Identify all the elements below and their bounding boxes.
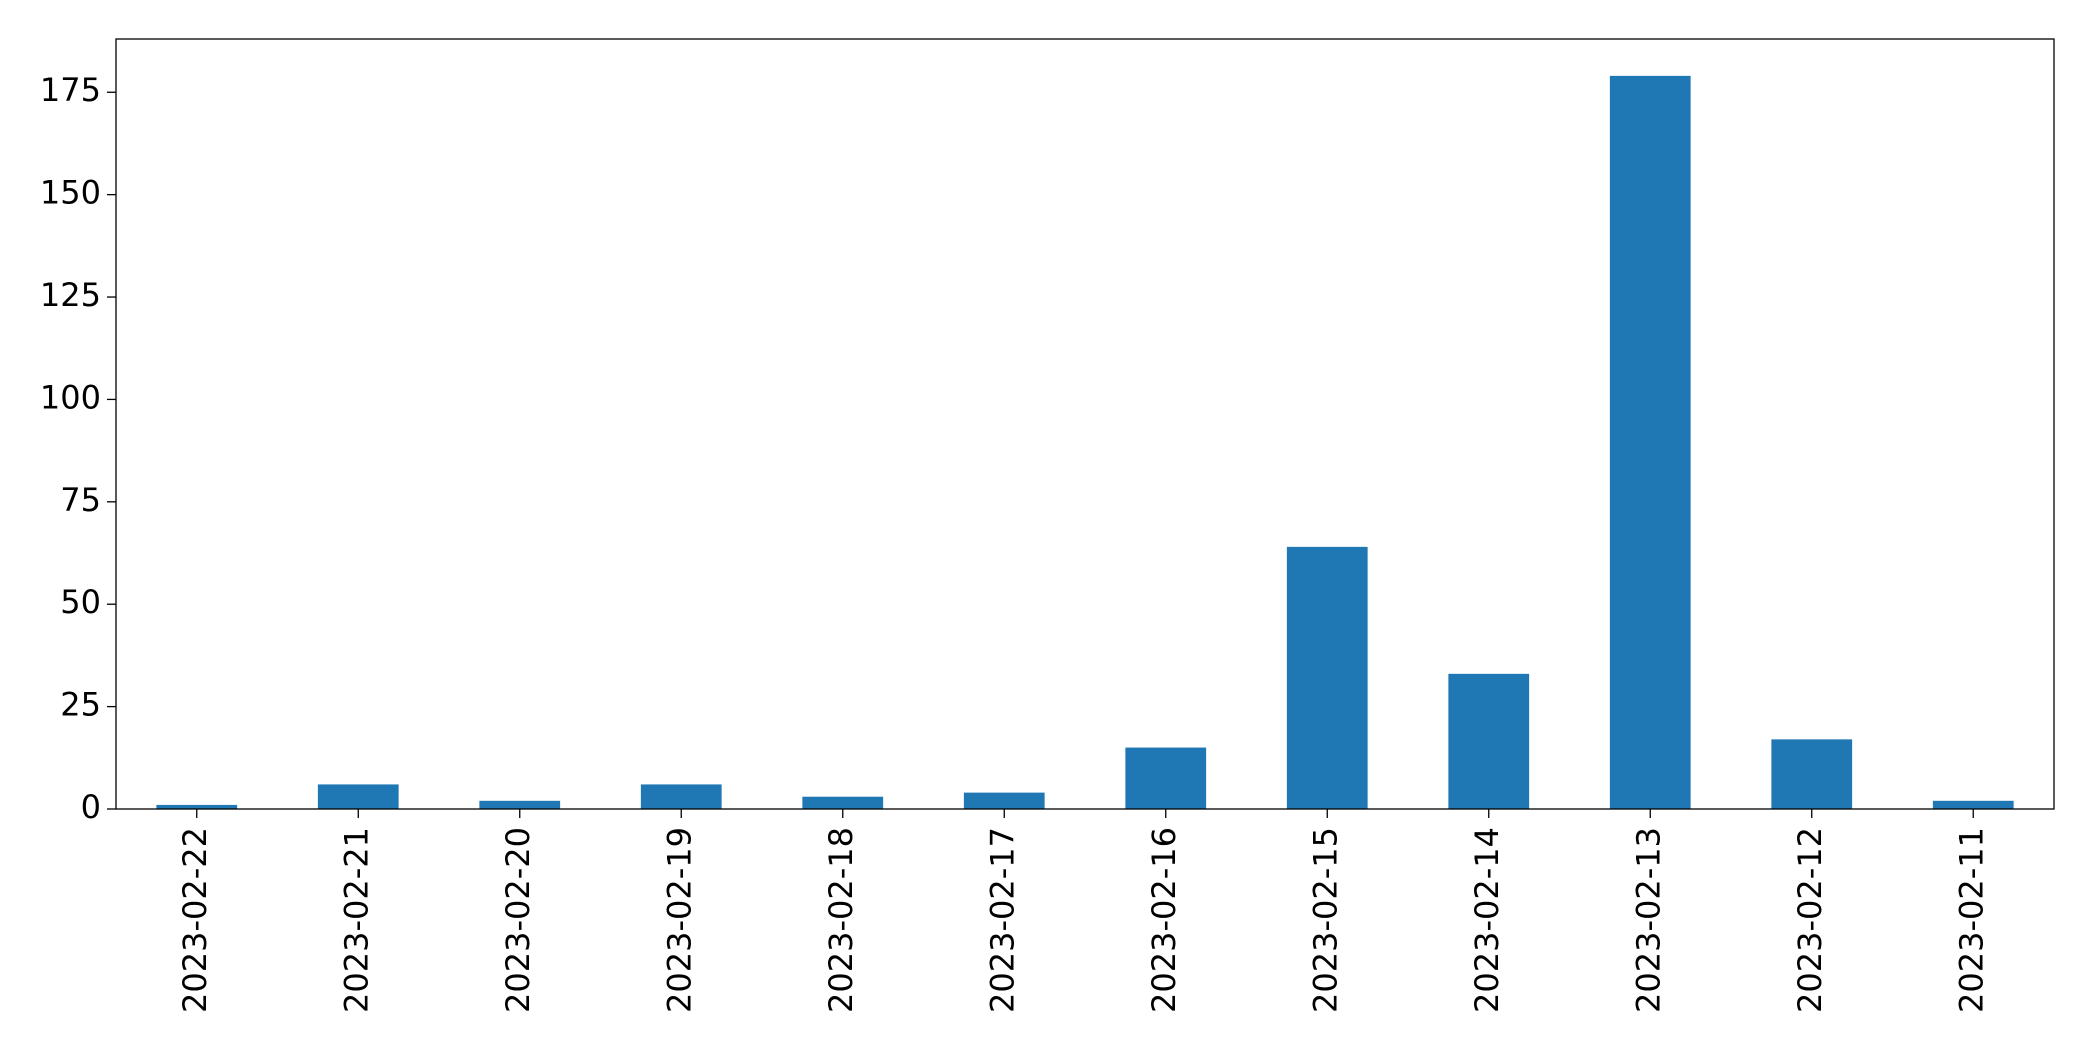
bar [1932, 800, 2014, 809]
bar [1125, 747, 1207, 809]
y-tick-label: 50 [60, 583, 101, 621]
x-tick-label: 2023-02-11 [1952, 827, 1990, 1013]
y-tick-label: 125 [40, 276, 101, 314]
x-tick-label: 2023-02-21 [337, 827, 375, 1013]
x-tick-label: 2023-02-18 [822, 827, 860, 1013]
plot-frame [115, 38, 2055, 810]
y-tick-label: 150 [40, 174, 101, 212]
y-tick-label: 0 [81, 788, 101, 826]
y-tick-label: 175 [40, 71, 101, 109]
bar [317, 784, 399, 809]
bar [802, 796, 884, 809]
x-tick-label: 2023-02-13 [1629, 827, 1667, 1013]
bar [1448, 673, 1530, 809]
x-tick-label: 2023-02-17 [983, 827, 1021, 1013]
bar [479, 800, 561, 809]
y-tick-label: 75 [60, 481, 101, 519]
x-tick-label: 2023-02-19 [660, 827, 698, 1013]
y-tick-label: 100 [40, 378, 101, 416]
x-tick-label: 2023-02-14 [1468, 827, 1506, 1013]
bar [640, 784, 722, 809]
x-tick-label: 2023-02-22 [176, 827, 214, 1013]
bar [1609, 75, 1691, 810]
x-tick-label: 2023-02-15 [1306, 827, 1344, 1013]
y-tick-label: 25 [60, 686, 101, 724]
x-tick-label: 2023-02-20 [499, 827, 537, 1013]
bar [1286, 546, 1368, 809]
x-tick-label: 2023-02-16 [1145, 827, 1183, 1013]
bar [156, 804, 238, 809]
bar [963, 792, 1045, 809]
bar [1771, 739, 1853, 809]
x-tick-label: 2023-02-12 [1791, 827, 1829, 1013]
